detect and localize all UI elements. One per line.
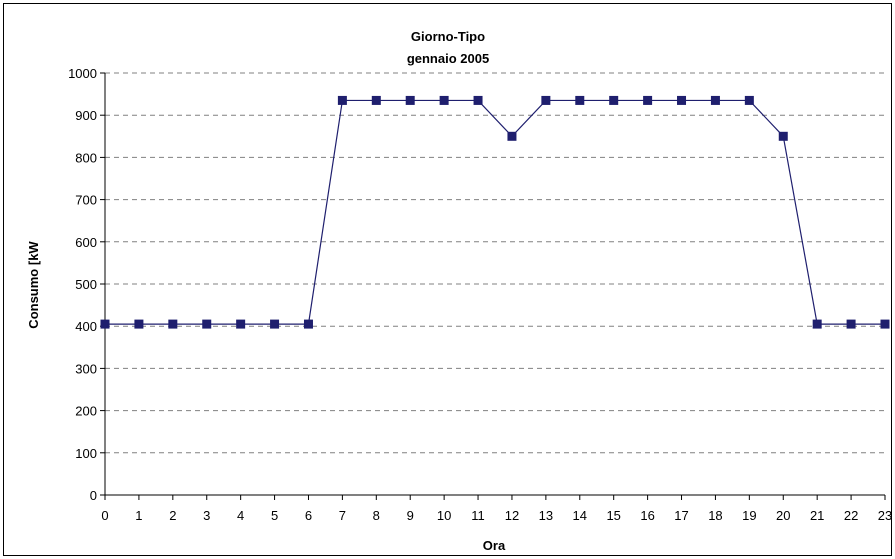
data-point: [609, 95, 619, 105]
y-tick-label: 300: [75, 361, 97, 376]
y-tick-label: 200: [75, 404, 97, 419]
y-tick-label: 500: [75, 277, 97, 292]
x-tick-label: 6: [305, 508, 312, 523]
y-tick-label: 100: [75, 446, 97, 461]
data-point: [575, 95, 585, 105]
x-tick-label: 13: [539, 508, 553, 523]
x-tick-label: 7: [339, 508, 346, 523]
axes: [100, 72, 886, 500]
data-point: [371, 95, 381, 105]
x-tick-label: 17: [674, 508, 688, 523]
x-tick-label: 9: [407, 508, 414, 523]
chart-title: Giorno-Tipo: [411, 29, 485, 44]
series-line: [105, 99, 885, 325]
data-point: [710, 95, 720, 105]
data-point: [337, 95, 347, 105]
x-tick-label: 10: [437, 508, 451, 523]
data-point: [100, 319, 110, 329]
x-tick-label: 2: [169, 508, 176, 523]
x-tick-label: 14: [573, 508, 587, 523]
data-point: [677, 95, 687, 105]
data-point: [880, 319, 890, 329]
data-point: [846, 319, 856, 329]
x-tick-label: 23: [878, 508, 892, 523]
y-tick-label: 800: [75, 150, 97, 165]
x-tick-label: 3: [203, 508, 210, 523]
y-axis-title: Consumo [kW: [26, 241, 41, 329]
series: [100, 95, 890, 329]
x-tick-label: 4: [237, 508, 244, 523]
data-point: [744, 95, 754, 105]
x-tick-label: 8: [373, 508, 380, 523]
y-tick-label: 600: [75, 235, 97, 250]
data-point: [812, 319, 822, 329]
x-tick-label: 12: [505, 508, 519, 523]
x-tick-label: 5: [271, 508, 278, 523]
x-tick-label: 18: [708, 508, 722, 523]
y-tick-label: 0: [90, 488, 97, 503]
x-tick-label: 0: [101, 508, 108, 523]
y-tick-label: 900: [75, 108, 97, 123]
data-point: [236, 319, 246, 329]
chart-subtitle: gennaio 2005: [407, 51, 489, 66]
x-tick-labels: 0 1 2 3 4 5 6 7 8 9 10 11 12 13 14 15 16 17 18 19 20 21 22 23: [101, 508, 892, 523]
data-point: [202, 319, 212, 329]
x-tick-label: 22: [844, 508, 858, 523]
chart-frame: [3, 3, 892, 556]
x-tick-label: 1: [135, 508, 142, 523]
x-tick-label: 19: [742, 508, 756, 523]
y-tick-labels: 0 100 200 300 400 500 600 700 800 900 1000: [68, 66, 97, 503]
x-tick-label: 20: [776, 508, 790, 523]
y-tick-label: 1000: [68, 66, 97, 81]
x-tick-label: 21: [810, 508, 824, 523]
x-axis-title: Ora: [483, 538, 506, 553]
data-point: [507, 131, 517, 141]
data-point: [778, 131, 788, 141]
data-point: [303, 319, 313, 329]
data-point: [168, 319, 178, 329]
x-tick-label: 16: [640, 508, 654, 523]
data-point: [134, 319, 144, 329]
x-tick-label: 15: [606, 508, 620, 523]
y-tick-label: 400: [75, 319, 97, 334]
data-point: [541, 95, 551, 105]
data-point: [473, 95, 483, 105]
data-point: [270, 319, 280, 329]
data-point: [643, 95, 653, 105]
y-tick-label: 700: [75, 193, 97, 208]
grid: [105, 72, 885, 454]
data-point: [439, 95, 449, 105]
x-tick-label: 11: [471, 508, 485, 523]
data-point: [405, 95, 415, 105]
